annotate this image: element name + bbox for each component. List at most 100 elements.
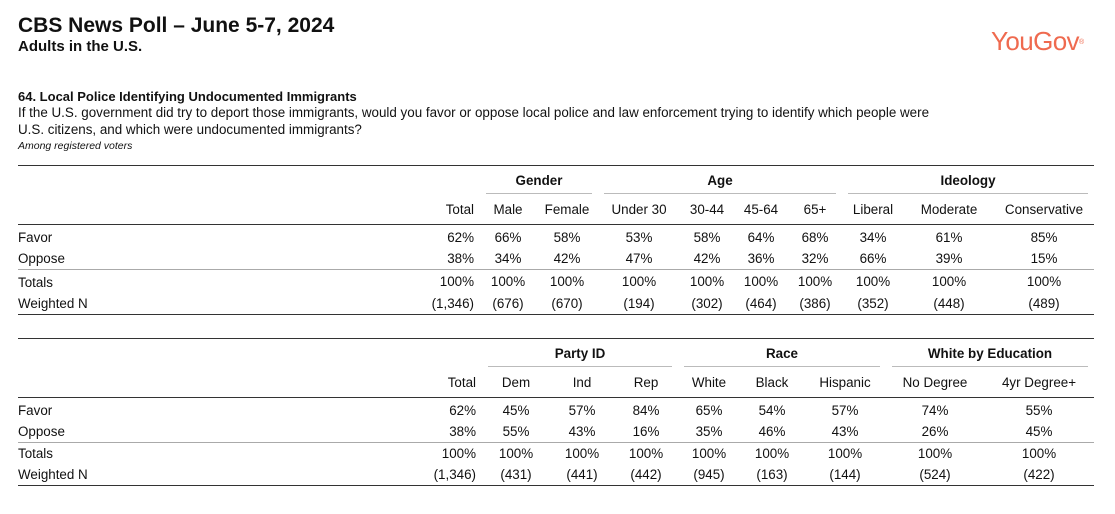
table1-col-30-44: 30-44 [689, 201, 725, 217]
row-label-weighted-n: Weighted N [18, 293, 168, 315]
page-subtitle: Adults in the U.S. [18, 38, 143, 55]
table-cell: 32% [801, 251, 829, 266]
report-header: CBS News Poll – June 5-7, 2024 Adults in… [18, 14, 334, 55]
table-cell: (448) [904, 293, 994, 315]
table-cell: 54% [740, 397, 804, 421]
table-cell: (144) [804, 464, 886, 486]
table-cell: 100% [168, 442, 482, 464]
table-cell: 55% [984, 397, 1094, 421]
table-cell: 61% [904, 224, 994, 248]
table-cell: 46% [758, 424, 786, 439]
table1-group-age: Age [598, 168, 842, 194]
table2-group-party-id: Party ID [482, 341, 678, 367]
table-cell: 65% [678, 397, 740, 421]
table-cell: 45% [482, 397, 550, 421]
table-cell: 34% [494, 251, 522, 266]
table-cell: 58% [536, 224, 598, 248]
table2-col-black: Black [755, 374, 789, 390]
table-cell: (676) [480, 293, 536, 315]
table1-top-rule [18, 165, 1094, 166]
table-cell: 47% [625, 251, 653, 266]
table-cell: 100% [804, 442, 886, 464]
table2-group-race: Race [678, 341, 886, 367]
table-cell: 35% [695, 424, 723, 439]
table-cell: 55% [502, 424, 530, 439]
table2-col-hispanic: Hispanic [819, 374, 871, 390]
table-cell: 64% [734, 224, 788, 248]
table-cell: (524) [886, 464, 984, 486]
table1-col-45-64: 45-64 [743, 201, 779, 217]
table-cell: 100% [168, 269, 480, 293]
table-cell: 100% [734, 269, 788, 293]
table-cell: 39% [935, 251, 963, 266]
table1-group-header-row: Gender Age Ideology [18, 168, 1094, 194]
table2-top-rule [18, 338, 1094, 339]
table-cell: (441) [550, 464, 614, 486]
table-cell: (464) [734, 293, 788, 315]
table-cell: 42% [553, 251, 581, 266]
table-cell: 100% [994, 269, 1094, 293]
row-label-oppose: Oppose [18, 251, 65, 266]
table-cell: 42% [693, 251, 721, 266]
table-cell: (163) [740, 464, 804, 486]
table-row: Oppose 38% 34% 42% 47% 42% 36% 32% 66% 3… [18, 248, 1094, 270]
question-block: 64. Local Police Identifying Undocumente… [18, 89, 1018, 154]
table-cell: 100% [984, 442, 1094, 464]
table-cell: (431) [482, 464, 550, 486]
table1-col-conservative: Conservative [1004, 201, 1084, 217]
table-cell: 58% [680, 224, 734, 248]
table-cell: 85% [994, 224, 1094, 248]
table-row: Weighted N (1,346) (676) (670) (194) (30… [18, 293, 1094, 315]
table1-group-ideology: Ideology [842, 168, 1094, 194]
table-cell: 38% [449, 424, 476, 439]
table-cell: (670) [536, 293, 598, 315]
table-cell: (489) [994, 293, 1094, 315]
table-row: Favor 62% 66% 58% 53% 58% 64% 68% 34% 61… [18, 224, 1094, 248]
table-cell: (386) [788, 293, 842, 315]
table-cell: 100% [886, 442, 984, 464]
table-cell: (194) [598, 293, 680, 315]
table1-col-65-plus: 65+ [803, 201, 827, 217]
table-cell: 100% [550, 442, 614, 464]
table-cell: 100% [788, 269, 842, 293]
table-row: Oppose 38% 55% 43% 16% 35% 46% 43% 26% 4… [18, 421, 1094, 443]
table-cell: (422) [984, 464, 1094, 486]
table2-col-no-degree: No Degree [902, 374, 968, 390]
table-cell: 100% [536, 269, 598, 293]
table-cell: (945) [678, 464, 740, 486]
page-title: CBS News Poll – June 5-7, 2024 [18, 14, 335, 37]
table-cell: 16% [632, 424, 660, 439]
table2-col-white: White [691, 374, 727, 390]
table1-col-liberal: Liberal [852, 201, 894, 217]
table-cell: 100% [740, 442, 804, 464]
question-text-line-1: If the U.S. government did try to deport… [18, 105, 930, 120]
table-cell: 100% [678, 442, 740, 464]
logo-text: YouGov [991, 26, 1080, 56]
table-cell: 15% [1030, 251, 1058, 266]
row-label-totals: Totals [18, 269, 168, 293]
row-label-favor: Favor [18, 224, 168, 248]
table-row: Totals 100% 100% 100% 100% 100% 100% 100… [18, 442, 1094, 464]
registered-mark: ® [1078, 39, 1085, 46]
table-cell: 100% [614, 442, 678, 464]
table-cell: 74% [886, 397, 984, 421]
table-cell: 57% [804, 397, 886, 421]
table-cell: (442) [614, 464, 678, 486]
table1-col-male: Male [493, 201, 523, 217]
table-cell: (352) [842, 293, 904, 315]
table-cell: 53% [598, 224, 680, 248]
table-cell: (1,346) [168, 464, 482, 486]
table1-col-moderate: Moderate [920, 201, 978, 217]
table-cell: 36% [747, 251, 775, 266]
table-row: Weighted N (1,346) (431) (441) (442) (94… [18, 464, 1094, 486]
table-cell: 34% [842, 224, 904, 248]
table2-col-total: Total [447, 374, 476, 390]
table-cell: 43% [568, 424, 596, 439]
table-cell: 100% [680, 269, 734, 293]
table-cell: 100% [904, 269, 994, 293]
table-cell: 68% [788, 224, 842, 248]
table-cell: 100% [842, 269, 904, 293]
table-cell: 26% [921, 424, 949, 439]
table-cell: 100% [598, 269, 680, 293]
crosstab-table-1: Gender Age Ideology Total Male Female Un… [18, 168, 1094, 315]
